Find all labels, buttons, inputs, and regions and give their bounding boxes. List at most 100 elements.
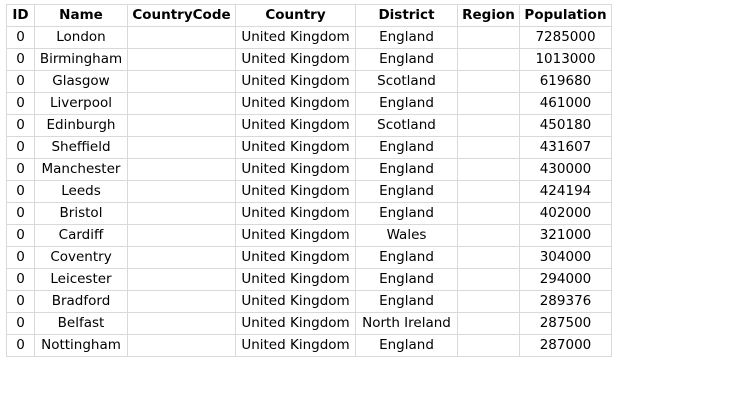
column-header-population: Population	[519, 4, 612, 27]
cell-countrycode	[127, 180, 236, 203]
cell-country: United Kingdom	[235, 48, 356, 71]
cell-region	[457, 268, 520, 291]
cell-region	[457, 202, 520, 225]
cell-countrycode	[127, 70, 236, 93]
cell-countrycode	[127, 224, 236, 247]
table-row: 0 Manchester United Kingdom England 430000	[6, 158, 612, 181]
cell-region	[457, 136, 520, 159]
cell-countrycode	[127, 290, 236, 313]
cell-region	[457, 312, 520, 335]
cell-id: 0	[6, 224, 35, 247]
cell-population: 7285000	[519, 26, 612, 49]
cell-name: Birmingham	[34, 48, 128, 71]
cell-countrycode	[127, 114, 236, 137]
column-header-name: Name	[34, 4, 128, 27]
column-header-country: Country	[235, 4, 356, 27]
cell-region	[457, 70, 520, 93]
cell-population: 321000	[519, 224, 612, 247]
column-header-district: District	[355, 4, 458, 27]
table-row: 0 Coventry United Kingdom England 304000	[6, 246, 612, 269]
cell-id: 0	[6, 92, 35, 115]
cell-name: London	[34, 26, 128, 49]
cell-countrycode	[127, 136, 236, 159]
cell-id: 0	[6, 268, 35, 291]
cell-region	[457, 158, 520, 181]
cell-population: 424194	[519, 180, 612, 203]
cell-district: England	[355, 136, 458, 159]
cell-district: England	[355, 246, 458, 269]
cell-district: England	[355, 268, 458, 291]
cell-district: England	[355, 290, 458, 313]
cell-countrycode	[127, 312, 236, 335]
cell-name: Belfast	[34, 312, 128, 335]
cell-id: 0	[6, 312, 35, 335]
table-header: ID Name CountryCode Country District Reg…	[6, 4, 612, 27]
cell-country: United Kingdom	[235, 180, 356, 203]
cell-id: 0	[6, 48, 35, 71]
cell-region	[457, 334, 520, 357]
cell-name: Manchester	[34, 158, 128, 181]
cell-id: 0	[6, 202, 35, 225]
cell-region	[457, 224, 520, 247]
cell-population: 450180	[519, 114, 612, 137]
cell-country: United Kingdom	[235, 202, 356, 225]
cell-name: Cardiff	[34, 224, 128, 247]
cell-population: 461000	[519, 92, 612, 115]
cell-countrycode	[127, 158, 236, 181]
cell-countrycode	[127, 92, 236, 115]
cell-population: 304000	[519, 246, 612, 269]
table-row: 0 Bristol United Kingdom England 402000	[6, 202, 612, 225]
cell-population: 294000	[519, 268, 612, 291]
table-row: 0 Glasgow United Kingdom Scotland 619680	[6, 70, 612, 93]
table-body: 0 London United Kingdom England 7285000 0 Birm…	[6, 26, 612, 357]
column-header-region: Region	[457, 4, 520, 27]
table-row: 0 Cardiff United Kingdom Wales 321000	[6, 224, 612, 247]
cell-country: United Kingdom	[235, 26, 356, 49]
cell-countrycode	[127, 334, 236, 357]
table-row: 0 Sheffield United Kingdom England 431607	[6, 136, 612, 159]
cell-district: England	[355, 158, 458, 181]
cell-name: Glasgow	[34, 70, 128, 93]
cell-population: 287000	[519, 334, 612, 357]
cell-country: United Kingdom	[235, 290, 356, 313]
cell-population: 431607	[519, 136, 612, 159]
cell-population: 1013000	[519, 48, 612, 71]
cell-id: 0	[6, 290, 35, 313]
cell-population: 619680	[519, 70, 612, 93]
cell-country: United Kingdom	[235, 136, 356, 159]
city-data-table: ID Name CountryCode Country District Reg…	[6, 4, 612, 357]
table-row: 0 London United Kingdom England 7285000	[6, 26, 612, 49]
cell-district: England	[355, 92, 458, 115]
cell-country: United Kingdom	[235, 312, 356, 335]
cell-region	[457, 48, 520, 71]
cell-countrycode	[127, 246, 236, 269]
cell-population: 289376	[519, 290, 612, 313]
table-row: 0 Leicester United Kingdom England 294000	[6, 268, 612, 291]
cell-country: United Kingdom	[235, 114, 356, 137]
cell-name: Edinburgh	[34, 114, 128, 137]
cell-country: United Kingdom	[235, 70, 356, 93]
cell-region	[457, 92, 520, 115]
cell-name: Sheffield	[34, 136, 128, 159]
cell-name: Bradford	[34, 290, 128, 313]
cell-region	[457, 26, 520, 49]
cell-countrycode	[127, 26, 236, 49]
cell-id: 0	[6, 70, 35, 93]
cell-id: 0	[6, 136, 35, 159]
cell-population: 402000	[519, 202, 612, 225]
cell-region	[457, 114, 520, 137]
cell-country: United Kingdom	[235, 246, 356, 269]
cell-name: Leicester	[34, 268, 128, 291]
cell-country: United Kingdom	[235, 92, 356, 115]
table-row: 0 Nottingham United Kingdom England 287000	[6, 334, 612, 357]
cell-country: United Kingdom	[235, 224, 356, 247]
cell-district: England	[355, 180, 458, 203]
cell-name: Coventry	[34, 246, 128, 269]
column-header-countrycode: CountryCode	[127, 4, 236, 27]
cell-population: 287500	[519, 312, 612, 335]
header-row: ID Name CountryCode Country District Reg…	[6, 4, 612, 27]
cell-country: United Kingdom	[235, 158, 356, 181]
cell-population: 430000	[519, 158, 612, 181]
cell-id: 0	[6, 180, 35, 203]
cell-countrycode	[127, 202, 236, 225]
